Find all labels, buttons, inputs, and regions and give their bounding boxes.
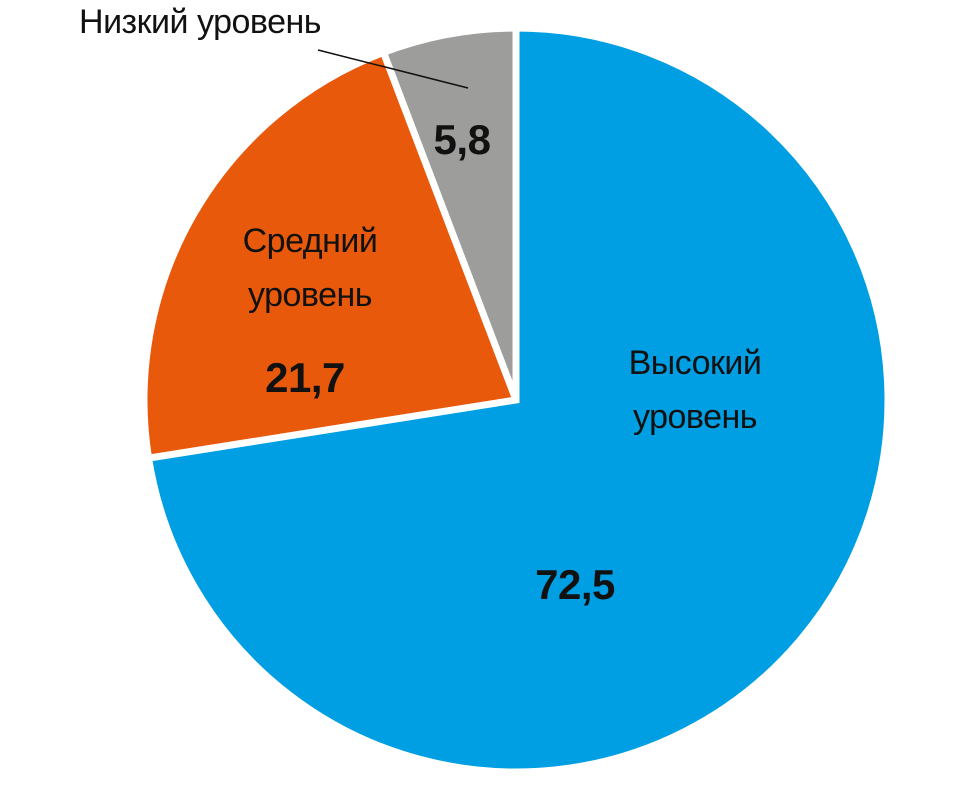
leader-line (317, 49, 469, 89)
value-label: 5,8 (433, 116, 491, 163)
slice-label: Высокий уровень (628, 344, 762, 436)
pie-slice (140, 47, 521, 463)
slice-label: Средний уровень (242, 222, 378, 314)
value-label: 21,7 (265, 354, 345, 401)
slice-label: Низкий уровень (79, 3, 321, 41)
value-label: 72,5 (535, 561, 615, 608)
pie-slice (144, 24, 892, 776)
